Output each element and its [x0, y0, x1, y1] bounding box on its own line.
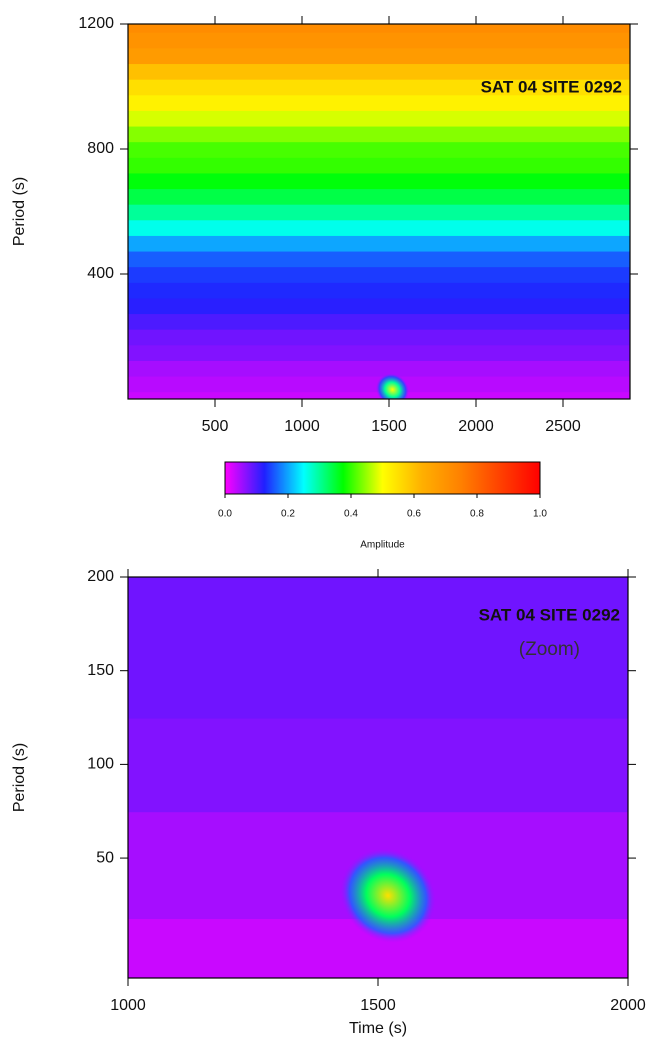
heatmap — [128, 577, 628, 978]
y-axis-title: Period (s) — [11, 743, 28, 812]
heatmap-row — [128, 219, 630, 236]
y-tick-label: 50 — [96, 849, 114, 866]
heatmap-row — [128, 188, 630, 205]
heatmap-row — [128, 203, 630, 221]
heatmap-row — [128, 297, 630, 315]
colorbar-label: Amplitude — [360, 540, 405, 551]
y-axis-title: Period (s) — [11, 177, 28, 246]
x-tick-label: 2500 — [545, 418, 581, 435]
heatmap-row — [128, 47, 630, 65]
heatmap-row — [128, 31, 630, 49]
heatmap-row — [128, 328, 630, 346]
heatmap-row — [128, 623, 628, 719]
y-tick-label: 200 — [87, 568, 114, 585]
heatmap-row — [128, 234, 630, 252]
x-tick-label: 500 — [202, 418, 229, 435]
x-tick-label: 1.0 — [533, 509, 547, 520]
annotation-note: (Zoom) — [519, 639, 580, 660]
heatmap-row — [128, 24, 630, 33]
heatmap-row — [128, 63, 630, 80]
colorbar — [224, 461, 541, 495]
x-tick-label: 0.8 — [470, 509, 484, 520]
x-tick-label: 0.2 — [281, 509, 295, 520]
heatmap — [128, 24, 630, 399]
plot-frame — [127, 23, 631, 400]
y-tick-label: 800 — [87, 140, 114, 157]
annotation: SAT 04 SITE 0292 — [481, 77, 622, 96]
annotation: SAT 04 SITE 0292 — [479, 605, 620, 624]
y-tick-label: 100 — [87, 756, 114, 773]
x-tick-label: 2000 — [458, 418, 494, 435]
heatmap-row — [128, 250, 630, 268]
heatmap-row — [128, 141, 630, 158]
heatmap-row — [128, 281, 630, 299]
x-tick-label: 0.0 — [218, 509, 232, 520]
y-tick-label: 400 — [87, 265, 114, 282]
x-tick-label: 1500 — [371, 418, 407, 435]
heatmap-row — [128, 717, 628, 813]
heatmap-row — [128, 359, 630, 377]
heatmap-row — [128, 344, 630, 361]
heatmap-row — [128, 172, 630, 190]
x-tick-label: 0.4 — [344, 509, 358, 520]
y-tick-label: 1200 — [78, 15, 114, 32]
peak — [340, 848, 436, 943]
heatmap-row — [128, 94, 630, 111]
x-tick-label: 1000 — [284, 418, 320, 435]
peak — [375, 373, 410, 399]
x-tick-label: 0.6 — [407, 509, 421, 520]
heatmap-row — [128, 156, 630, 174]
x-axis-title: Time (s) — [349, 1020, 407, 1037]
heatmap-row — [128, 577, 628, 625]
x-tick-label: 1500 — [360, 997, 396, 1014]
heatmap-row — [128, 109, 630, 127]
heatmap-row — [128, 313, 630, 330]
x-tick-label: 2000 — [610, 997, 646, 1014]
heatmap-row — [128, 125, 630, 143]
heatmap-row — [128, 266, 630, 283]
x-tick-label: 1000 — [110, 997, 146, 1014]
heatmap-row — [128, 78, 630, 96]
y-tick-label: 150 — [87, 662, 114, 679]
